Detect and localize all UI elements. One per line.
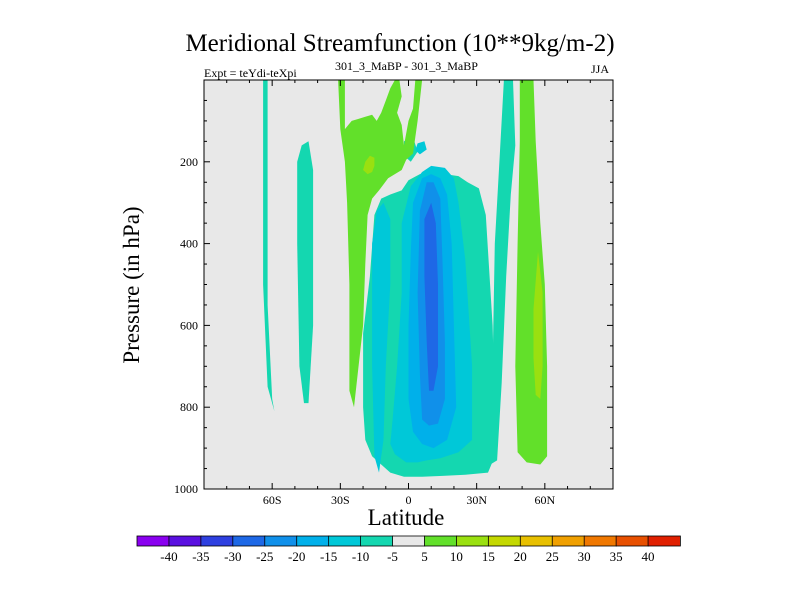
colorbar-label: 5 bbox=[421, 549, 428, 564]
chart-title: Meridional Streamfunction (10**9kg/m-2) bbox=[185, 30, 615, 57]
colorbar-swatch bbox=[264, 535, 298, 547]
contour-region-7 bbox=[372, 202, 391, 473]
contour-region-15 bbox=[533, 251, 543, 399]
colorbar-swatch bbox=[328, 535, 362, 547]
colorbar-swatch bbox=[136, 535, 170, 547]
contour-region-0 bbox=[263, 80, 275, 412]
contour-region-14 bbox=[363, 155, 375, 175]
contour-region-12 bbox=[338, 80, 423, 408]
colorbar-label: -10 bbox=[352, 549, 369, 564]
colorbar-swatch bbox=[360, 535, 394, 547]
colorbar-swatch bbox=[519, 535, 554, 547]
contour-layer bbox=[263, 80, 548, 477]
colorbar-label: -35 bbox=[192, 549, 209, 564]
colorbar-swatch bbox=[615, 535, 649, 547]
colorbar-label: 35 bbox=[610, 549, 623, 564]
colorbar-label: 15 bbox=[482, 549, 495, 564]
x-tick-label: 30S bbox=[331, 493, 350, 507]
colorbar-label: 40 bbox=[642, 549, 655, 564]
colorbar-label: -5 bbox=[387, 549, 398, 564]
y-tick-label: 400 bbox=[180, 237, 198, 251]
colorbar-swatch bbox=[456, 535, 490, 547]
colorbar-label: 10 bbox=[450, 549, 463, 564]
colorbar-swatch bbox=[392, 535, 426, 547]
colorbar-swatch bbox=[583, 535, 617, 547]
y-tick-label: 200 bbox=[180, 155, 198, 169]
contour-region-11 bbox=[424, 202, 438, 391]
colorbar-label: -30 bbox=[224, 549, 241, 564]
y-tick-label: 1000 bbox=[174, 482, 198, 496]
x-tick-label: 60S bbox=[263, 493, 282, 507]
y-tick-label: 600 bbox=[180, 318, 198, 332]
contour-region-8 bbox=[415, 141, 427, 155]
contour-region-1 bbox=[297, 141, 314, 404]
colorbar-label: 25 bbox=[546, 549, 559, 564]
colorbar-label: -40 bbox=[160, 549, 177, 564]
colorbar-swatch bbox=[296, 535, 330, 547]
colorbar-label: -20 bbox=[288, 549, 305, 564]
colorbar-label: 20 bbox=[514, 549, 527, 564]
x-axis-label: Latitude bbox=[367, 505, 445, 530]
colorbar: -40 -35 -30 -25 -20 -15 -10 -5 5 10 15 20 25 30 35 40 bbox=[136, 535, 681, 564]
colorbar-swatch bbox=[424, 535, 458, 547]
colorbar-swatch bbox=[200, 535, 234, 547]
contour-region-3 bbox=[490, 80, 516, 465]
x-tick-label: 60N bbox=[534, 493, 555, 507]
colorbar-swatch bbox=[232, 535, 266, 547]
colorbar-label: 30 bbox=[578, 549, 591, 564]
colorbar-label: -25 bbox=[256, 549, 273, 564]
colorbar-swatch bbox=[647, 535, 681, 547]
x-tick-label: 0 bbox=[406, 493, 412, 507]
colorbar-swatch bbox=[487, 535, 522, 547]
chart-subtitle: 301_3_MaBP - 301_3_MaBP bbox=[335, 59, 478, 73]
colorbar-label: -15 bbox=[320, 549, 337, 564]
season-label: JJA bbox=[591, 62, 610, 76]
y-tick-label: 800 bbox=[180, 400, 198, 414]
colorbar-swatch bbox=[168, 535, 202, 547]
axis-layer: 60S 30S 0 30N 60N 200 400 600 800 1000 bbox=[174, 80, 613, 507]
colorbar-swatch bbox=[551, 535, 585, 547]
experiment-label: Expt = teYdi-teXpi bbox=[204, 66, 297, 80]
x-tick-label: 30N bbox=[466, 493, 487, 507]
